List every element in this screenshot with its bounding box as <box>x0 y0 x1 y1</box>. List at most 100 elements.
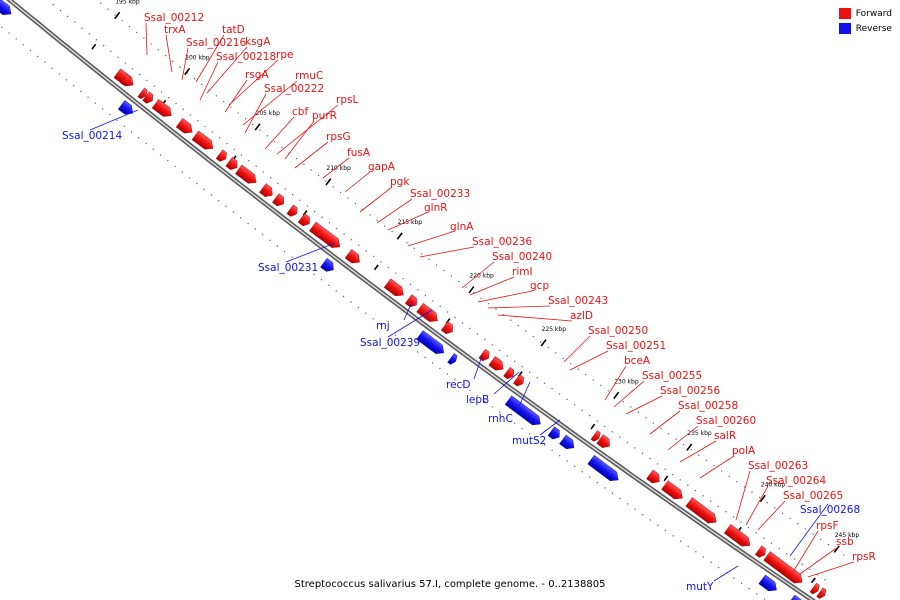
forward-gene-feature[interactable] <box>137 87 149 100</box>
gene-label-Ssal_00218[interactable]: Ssal_00218 <box>216 51 276 63</box>
gene-label-Ssal_00268[interactable]: Ssal_00268 <box>800 504 860 516</box>
reverse-gene-feature[interactable] <box>0 0 14 18</box>
forward-gene-feature[interactable] <box>513 374 526 388</box>
forward-gene-feature[interactable] <box>404 294 420 310</box>
gene-label-Ssal_00222[interactable]: Ssal_00222 <box>264 83 324 95</box>
gene-label-rpe[interactable]: rpe <box>276 49 293 61</box>
gene-label-rsgA[interactable]: rsgA <box>245 69 269 81</box>
forward-gene-feature[interactable] <box>816 587 828 600</box>
gene-label-Ssal_00251[interactable]: Ssal_00251 <box>606 340 666 352</box>
forward-gene-feature[interactable] <box>309 221 343 251</box>
gene-label-Ssal_00256[interactable]: Ssal_00256 <box>660 385 720 397</box>
gene-label-azlD[interactable]: azlD <box>570 310 593 322</box>
gene-label-glnR[interactable]: glnR <box>424 202 448 214</box>
gene-label-fusA[interactable]: fusA <box>347 147 371 159</box>
reverse-gene-feature[interactable] <box>320 258 337 274</box>
gene-label-polA[interactable]: polA <box>732 445 756 457</box>
forward-gene-feature[interactable] <box>763 551 806 586</box>
gene-label-Ssal_00236[interactable]: Ssal_00236 <box>472 236 532 248</box>
forward-gene-feature[interactable] <box>488 356 507 373</box>
forward-gene-feature[interactable] <box>151 99 175 120</box>
forward-gene-feature[interactable] <box>225 157 241 172</box>
gene-label-Ssal_00250[interactable]: Ssal_00250 <box>588 325 648 337</box>
reverse-gene-feature[interactable] <box>787 594 806 600</box>
gene-label-ksgA[interactable]: ksgA <box>245 36 271 48</box>
gene-label-rimI[interactable]: rimI <box>512 266 533 278</box>
forward-gene-feature[interactable] <box>142 91 156 106</box>
gene-label-bceA[interactable]: bceA <box>624 355 651 367</box>
forward-gene-feature[interactable] <box>191 130 216 153</box>
ruler-dot <box>702 556 705 558</box>
gene-label-pgk[interactable]: pgk <box>390 176 410 188</box>
reverse-gene-feature[interactable] <box>416 330 448 357</box>
reverse-gene-feature[interactable] <box>547 426 563 442</box>
gene-label-Ssal_00243[interactable]: Ssal_00243 <box>548 295 608 307</box>
forward-gene-feature[interactable] <box>297 213 313 228</box>
gene-label-mutY[interactable]: mutY <box>686 581 714 593</box>
gene-label-Ssal_00231[interactable]: Ssal_00231 <box>258 262 318 274</box>
forward-gene-feature[interactable] <box>344 249 363 266</box>
gene-label-cbf[interactable]: cbf <box>292 106 308 118</box>
gene-label-Ssal_00233[interactable]: Ssal_00233 <box>410 188 470 200</box>
gene-label-recD[interactable]: recD <box>446 379 470 391</box>
gene-label-gcp[interactable]: gcp <box>530 280 549 292</box>
gene-label-trxA[interactable]: trxA <box>164 24 186 36</box>
forward-gene-feature[interactable] <box>175 118 195 136</box>
gene-label-mutS2[interactable]: mutS2 <box>512 435 546 447</box>
gene-label-Ssal_00240[interactable]: Ssal_00240 <box>492 251 552 263</box>
gene-label-Ssal_00212[interactable]: Ssal_00212 <box>144 12 204 24</box>
gene-label-Ssal_00258[interactable]: Ssal_00258 <box>678 400 738 412</box>
forward-gene-feature[interactable] <box>416 302 441 325</box>
forward-gene-feature[interactable] <box>383 278 407 300</box>
gene-label-lepB[interactable]: lepB <box>466 394 489 406</box>
gene-label-Ssal_00214[interactable]: Ssal_00214 <box>62 130 122 142</box>
gene-label-Ssal_00263[interactable]: Ssal_00263 <box>748 460 808 472</box>
forward-gene-feature[interactable] <box>440 321 456 336</box>
forward-gene-feature[interactable] <box>215 149 229 164</box>
forward-gene-feature[interactable] <box>272 193 287 209</box>
reverse-gene-feature[interactable] <box>504 395 544 429</box>
gene-label-rpsR[interactable]: rpsR <box>852 551 876 563</box>
forward-gene-feature[interactable] <box>646 469 663 486</box>
gene-label-Ssal_00260[interactable]: Ssal_00260 <box>696 415 756 427</box>
gene-label-Ssal_00216[interactable]: Ssal_00216 <box>186 37 246 49</box>
gene-label-Ssal_00264[interactable]: Ssal_00264 <box>766 475 826 487</box>
gene-label-Ssal_00265[interactable]: Ssal_00265 <box>783 490 843 502</box>
forward-gene-feature[interactable] <box>286 204 300 219</box>
gene-label-gapA[interactable]: gapA <box>368 161 396 173</box>
gene-label-rmuC[interactable]: rmuC <box>295 70 323 82</box>
forward-gene-feature[interactable] <box>590 430 602 442</box>
gene-label-purR[interactable]: purR <box>312 110 337 122</box>
forward-gene-feature[interactable] <box>661 480 686 503</box>
reverse-gene-feature[interactable] <box>447 353 459 365</box>
forward-gene-feature[interactable] <box>235 164 259 187</box>
forward-gene-feature[interactable] <box>809 582 821 595</box>
ruler-dot <box>380 261 382 263</box>
gene-label-ssb[interactable]: ssb <box>836 536 854 548</box>
gene-label-rpsG[interactable]: rpsG <box>326 131 351 143</box>
ruler-dot <box>611 431 613 433</box>
ruler-dot <box>476 333 479 335</box>
forward-gene-feature[interactable] <box>503 366 517 381</box>
gene-label-salR[interactable]: salR <box>714 430 736 442</box>
forward-gene-feature[interactable] <box>723 524 753 550</box>
forward-gene-feature[interactable] <box>259 183 275 200</box>
forward-gene-feature[interactable] <box>754 545 768 560</box>
gene-label-rnhC[interactable]: rnhC <box>488 413 513 425</box>
forward-gene-feature[interactable] <box>596 434 613 451</box>
forward-gene-feature[interactable] <box>120 73 131 86</box>
reverse-gene-feature[interactable] <box>587 454 622 484</box>
forward-gene-feature[interactable] <box>685 497 720 526</box>
reverse-gene-feature[interactable] <box>758 574 780 595</box>
gene-label-Ssal_00255[interactable]: Ssal_00255 <box>642 370 702 382</box>
gene-label-rpsF[interactable]: rpsF <box>816 520 839 532</box>
gene-label-glnA[interactable]: glnA <box>450 221 474 233</box>
reverse-gene-feature[interactable] <box>559 434 578 452</box>
gene-label-tatD[interactable]: tatD <box>222 24 245 36</box>
gene-label-rpsL[interactable]: rpsL <box>336 94 358 106</box>
gene-label-rnj[interactable]: rnj <box>376 320 390 332</box>
gene-label-Ssal_00239[interactable]: Ssal_00239 <box>360 337 420 349</box>
ruler-dot <box>424 294 427 297</box>
